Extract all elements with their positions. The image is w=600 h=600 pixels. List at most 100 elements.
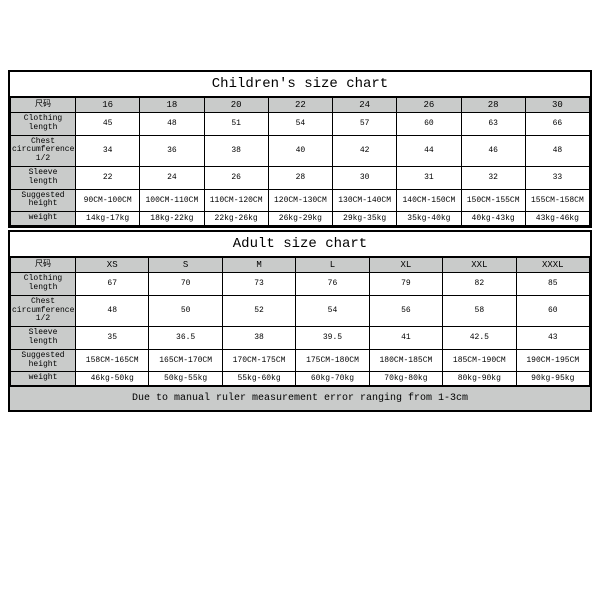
cell: 130CM-140CM <box>333 189 397 212</box>
cell: 155CM-158CM <box>525 189 589 212</box>
table-row: weight 46kg-50kg 50kg-55kg 55kg-60kg 60k… <box>11 372 590 386</box>
cell: 14kg-17kg <box>76 212 140 226</box>
children-title: Children's size chart <box>10 72 590 97</box>
cell: 38 <box>222 327 295 350</box>
cell: 31 <box>397 166 461 189</box>
cell: 39.5 <box>296 327 369 350</box>
cell: 67 <box>76 273 149 296</box>
cell: 43kg-46kg <box>525 212 589 226</box>
cell: 120CM-130CM <box>268 189 332 212</box>
cell: 35 <box>76 327 149 350</box>
row-label: Clothing length <box>11 113 76 136</box>
adult-table: 尺码 XS S M L XL XXL XXXL Clothing length … <box>10 257 590 386</box>
table-row: Chest circumference 1/2 34 36 38 40 42 4… <box>11 135 590 166</box>
cell: 140CM-150CM <box>397 189 461 212</box>
cell: 180CM-185CM <box>369 349 442 372</box>
adult-size-col: M <box>222 258 295 273</box>
cell: 22kg-26kg <box>204 212 268 226</box>
adult-header-row: 尺码 XS S M L XL XXL XXXL <box>11 258 590 273</box>
row-label: Clothing length <box>11 273 76 296</box>
adult-chart: Adult size chart 尺码 XS S M L XL XXL XXXL… <box>8 230 592 412</box>
children-size-col: 26 <box>397 98 461 113</box>
cell: 90kg-95kg <box>516 372 589 386</box>
table-row: Sleeve length 35 36.5 38 39.5 41 42.5 43 <box>11 327 590 350</box>
cell: 58 <box>443 295 516 326</box>
cell: 57 <box>333 113 397 136</box>
cell: 165CM-170CM <box>149 349 222 372</box>
cell: 40 <box>268 135 332 166</box>
children-size-col: 22 <box>268 98 332 113</box>
cell: 43 <box>516 327 589 350</box>
cell: 60 <box>516 295 589 326</box>
children-header-row: 尺码 16 18 20 22 24 26 28 30 <box>11 98 590 113</box>
row-label: Suggested height <box>11 189 76 212</box>
children-size-col: 30 <box>525 98 589 113</box>
cell: 36.5 <box>149 327 222 350</box>
table-row: Suggested height 158CM-165CM 165CM-170CM… <box>11 349 590 372</box>
cell: 48 <box>76 295 149 326</box>
cell: 60 <box>397 113 461 136</box>
cell: 48 <box>525 135 589 166</box>
cell: 80kg-90kg <box>443 372 516 386</box>
cell: 63 <box>461 113 525 136</box>
cell: 26kg-29kg <box>268 212 332 226</box>
row-label: Chest circumference 1/2 <box>11 135 76 166</box>
cell: 60kg-70kg <box>296 372 369 386</box>
table-row: weight 14kg-17kg 18kg-22kg 22kg-26kg 26k… <box>11 212 590 226</box>
children-table: 尺码 16 18 20 22 24 26 28 30 Clothing leng… <box>10 97 590 226</box>
cell: 33 <box>525 166 589 189</box>
cell: 55kg-60kg <box>222 372 295 386</box>
children-corner-label: 尺码 <box>11 98 76 113</box>
cell: 50 <box>149 295 222 326</box>
adult-size-col: L <box>296 258 369 273</box>
cell: 45 <box>76 113 140 136</box>
cell: 24 <box>140 166 204 189</box>
cell: 41 <box>369 327 442 350</box>
children-size-col: 16 <box>76 98 140 113</box>
row-label: weight <box>11 212 76 226</box>
children-size-col: 20 <box>204 98 268 113</box>
adult-title: Adult size chart <box>10 232 590 257</box>
cell: 150CM-155CM <box>461 189 525 212</box>
children-size-col: 28 <box>461 98 525 113</box>
cell: 48 <box>140 113 204 136</box>
measurement-note: Due to manual ruler measurement error ra… <box>10 386 590 410</box>
cell: 26 <box>204 166 268 189</box>
cell: 28 <box>268 166 332 189</box>
cell: 29kg-35kg <box>333 212 397 226</box>
row-label: Suggested height <box>11 349 76 372</box>
cell: 54 <box>268 113 332 136</box>
children-chart: Children's size chart 尺码 16 18 20 22 24 … <box>8 70 592 228</box>
table-row: Sleeve length 22 24 26 28 30 31 32 33 <box>11 166 590 189</box>
cell: 22 <box>76 166 140 189</box>
cell: 185CM-190CM <box>443 349 516 372</box>
cell: 82 <box>443 273 516 296</box>
cell: 175CM-180CM <box>296 349 369 372</box>
cell: 32 <box>461 166 525 189</box>
cell: 73 <box>222 273 295 296</box>
row-label: Sleeve length <box>11 166 76 189</box>
cell: 170CM-175CM <box>222 349 295 372</box>
cell: 51 <box>204 113 268 136</box>
cell: 90CM-100CM <box>76 189 140 212</box>
cell: 18kg-22kg <box>140 212 204 226</box>
cell: 42 <box>333 135 397 166</box>
cell: 40kg-43kg <box>461 212 525 226</box>
row-label: Chest circumference 1/2 <box>11 295 76 326</box>
adult-size-col: S <box>149 258 222 273</box>
cell: 70 <box>149 273 222 296</box>
cell: 54 <box>296 295 369 326</box>
adult-size-col: XS <box>76 258 149 273</box>
cell: 190CM-195CM <box>516 349 589 372</box>
children-size-col: 18 <box>140 98 204 113</box>
cell: 100CM-110CM <box>140 189 204 212</box>
cell: 70kg-80kg <box>369 372 442 386</box>
cell: 76 <box>296 273 369 296</box>
cell: 46kg-50kg <box>76 372 149 386</box>
cell: 158CM-165CM <box>76 349 149 372</box>
cell: 42.5 <box>443 327 516 350</box>
table-row: Clothing length 45 48 51 54 57 60 63 66 <box>11 113 590 136</box>
table-row: Chest circumference 1/2 48 50 52 54 56 5… <box>11 295 590 326</box>
cell: 34 <box>76 135 140 166</box>
row-label: Sleeve length <box>11 327 76 350</box>
